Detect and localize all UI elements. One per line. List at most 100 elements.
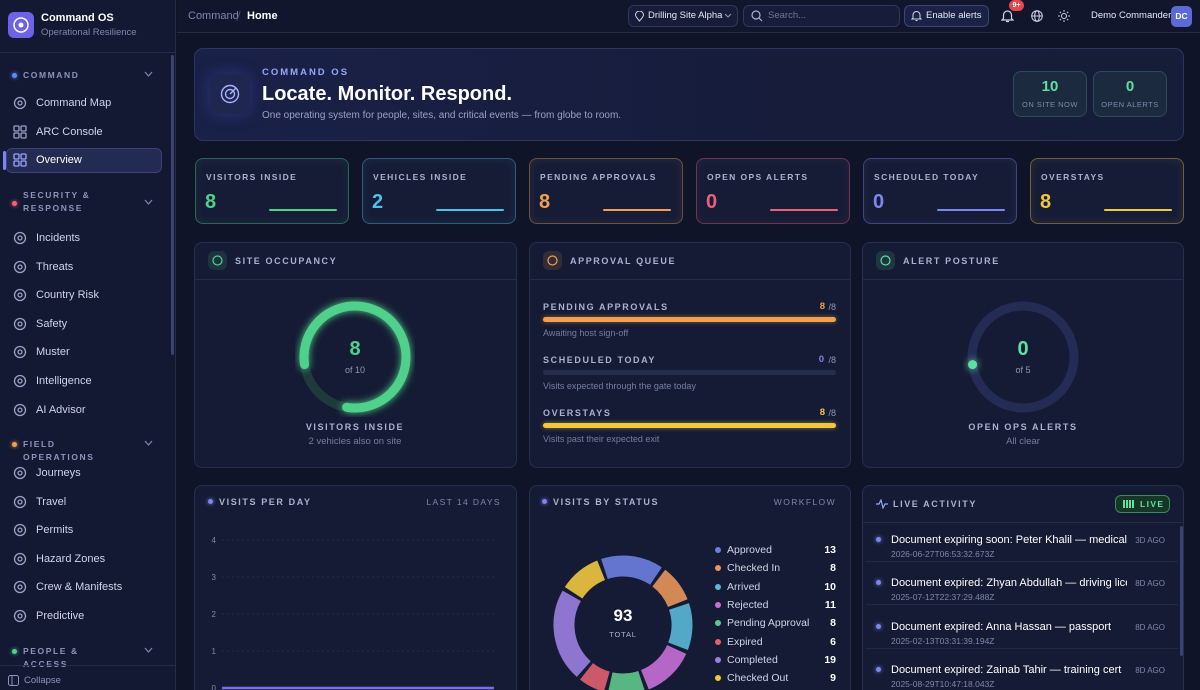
queue-bar (543, 423, 836, 428)
legend-label: Checked In (727, 562, 781, 575)
nav-item[interactable] (6, 226, 162, 251)
nav-label: Muster (36, 346, 70, 359)
activity-dot (876, 580, 881, 586)
icon-part (13, 260, 27, 273)
nav-item[interactable] (6, 340, 162, 365)
active-indicator (3, 151, 6, 171)
kpi-value: 8 (1040, 191, 1052, 213)
activity-dot (876, 537, 881, 542)
kpi-card[interactable] (1030, 158, 1184, 224)
panel-title: VISITS PER DAY (219, 497, 312, 507)
icon (13, 231, 27, 245)
legend-dot (715, 675, 721, 682)
collapse-icon-part (8, 675, 19, 686)
section-title[interactable]: FIELD OPERATIONS (23, 439, 95, 462)
nav-item[interactable] (6, 518, 162, 543)
kpi-card[interactable] (195, 158, 349, 224)
panel-tag: WORKFLOW (773, 497, 836, 507)
nav-label: Hazard Zones (36, 552, 106, 565)
pin-path (635, 11, 644, 22)
icon-part (17, 235, 23, 241)
donut-total: 93 (613, 606, 633, 625)
activity-path (876, 499, 888, 509)
notification-badge[interactable]: 9+ (1009, 0, 1024, 11)
icon-part (13, 153, 20, 160)
activity-title[interactable]: Document expiring soon: Peter Khalil — m… (891, 534, 1127, 546)
queue-total: /8 (828, 355, 836, 365)
legend-value: 10 (824, 580, 836, 593)
live-badge[interactable] (1115, 495, 1170, 513)
activity-divider (866, 604, 1178, 606)
section-title[interactable]: PEOPLE & ACCESS (23, 646, 79, 669)
nav-item[interactable] (6, 490, 162, 515)
activity-dot (876, 623, 881, 629)
gauge-max: of 5 (1015, 365, 1031, 375)
breadcrumb[interactable]: Command (188, 10, 239, 22)
activity-title[interactable]: Document expired: Zhyan Abdullah — drivi… (891, 577, 1127, 590)
gauge-note: 2 vehicles also on site (308, 436, 402, 447)
kpi-trend (603, 209, 671, 211)
nav-label: Country Risk (36, 289, 99, 302)
queue-total: /8 (828, 302, 836, 312)
site-selector[interactable] (628, 5, 738, 27)
nav-item[interactable] (6, 148, 162, 174)
hero-icon-part (224, 88, 236, 100)
chevron (144, 440, 153, 446)
collapse[interactable]: Collapse (24, 675, 61, 686)
panel (862, 485, 1184, 690)
avatar[interactable]: DC (1171, 6, 1192, 27)
nav-label: Overview (36, 154, 82, 167)
alerts-button[interactable] (904, 5, 989, 27)
kpi-trend (1104, 209, 1172, 211)
legend-label: Completed (727, 653, 778, 666)
gauge (299, 301, 411, 413)
user-name[interactable]: Demo Commander (1091, 10, 1172, 21)
nav-item[interactable] (6, 312, 162, 337)
activity-title[interactable]: Document expired: Zainab Tahir — trainin… (891, 664, 1122, 677)
donut-segment (579, 662, 611, 690)
section-title[interactable]: COMMAND (23, 70, 80, 80)
donut-segment (608, 670, 645, 690)
brand-title: Command OS (41, 12, 114, 24)
language-icon (1031, 10, 1043, 22)
icon (13, 374, 27, 388)
hero-stat (1013, 71, 1087, 117)
icon (13, 96, 27, 110)
chevron-path (724, 13, 732, 18)
y-tick-label: 2 (212, 610, 217, 619)
nav-item[interactable] (6, 461, 162, 486)
nav-item[interactable] (6, 255, 162, 280)
search-box[interactable] (743, 5, 900, 27)
icon (13, 609, 27, 623)
section-dot (12, 442, 17, 447)
brand-subtitle: Operational Resilience (41, 27, 137, 38)
icon-part (17, 613, 23, 619)
icon-part (20, 124, 27, 132)
panel-dot (208, 499, 213, 504)
activity-time: 2025-07-12T22:37:29.488Z (891, 592, 995, 603)
legend-dot (715, 583, 721, 590)
kpi-card[interactable] (863, 158, 1017, 224)
activity-title[interactable]: Document expired: Anna Hassan — passport (891, 620, 1112, 633)
chevron-path (144, 199, 153, 205)
activity-time: 2026-06-27T06:53:32.673Z (891, 549, 995, 559)
queue-note: Visits past their expected exit (543, 434, 660, 444)
search-icon (751, 10, 763, 22)
scrollbar (171, 55, 174, 355)
kpi-card[interactable] (696, 158, 850, 224)
activity-ago: 8D AGO (1135, 666, 1165, 676)
icon (13, 317, 27, 330)
gauge-label: VISITORS INSIDE (305, 422, 405, 432)
kpi-card[interactable] (529, 158, 683, 224)
nav-label: AI Advisor (36, 403, 86, 416)
kpi-card[interactable] (362, 158, 516, 224)
donut-segment (564, 560, 606, 599)
chevron-path (144, 71, 153, 77)
icon-part (13, 160, 20, 167)
live-bar (1129, 500, 1131, 508)
scrollbar (1180, 526, 1183, 656)
section-title[interactable]: SECURITY & RESPONSE (23, 190, 91, 213)
icon-part (13, 466, 27, 480)
panel (194, 485, 517, 690)
